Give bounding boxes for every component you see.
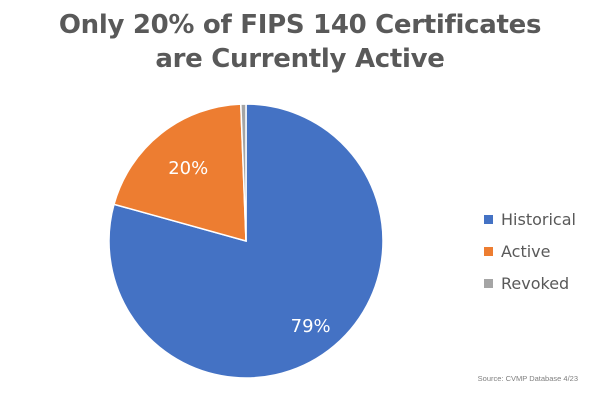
- legend-swatch-historical: [484, 214, 493, 224]
- legend-item-historical: Historical: [484, 203, 576, 235]
- pie-slice-revoked: [240, 103, 247, 242]
- data-label-active: 20%: [168, 158, 208, 179]
- legend-label-revoked: Revoked: [501, 273, 570, 293]
- source-note: Source: CVMP Database 4/23: [477, 374, 578, 383]
- legend-swatch-revoked: [484, 278, 493, 288]
- legend-label-active: Active: [501, 241, 551, 261]
- chart-title-line-1: Only 20% of FIPS 140 Certificates: [58, 10, 542, 40]
- legend-swatch-active: [484, 246, 493, 256]
- legend-item-revoked: Revoked: [484, 267, 576, 299]
- pie-slice-active: [113, 103, 247, 242]
- chart-title-line-2: are Currently Active: [155, 44, 445, 74]
- data-label-historical: 79%: [291, 316, 331, 337]
- legend-item-active: Active: [484, 235, 576, 267]
- legend-label-historical: Historical: [501, 209, 576, 229]
- legend: Historical Active Revoked: [484, 203, 576, 299]
